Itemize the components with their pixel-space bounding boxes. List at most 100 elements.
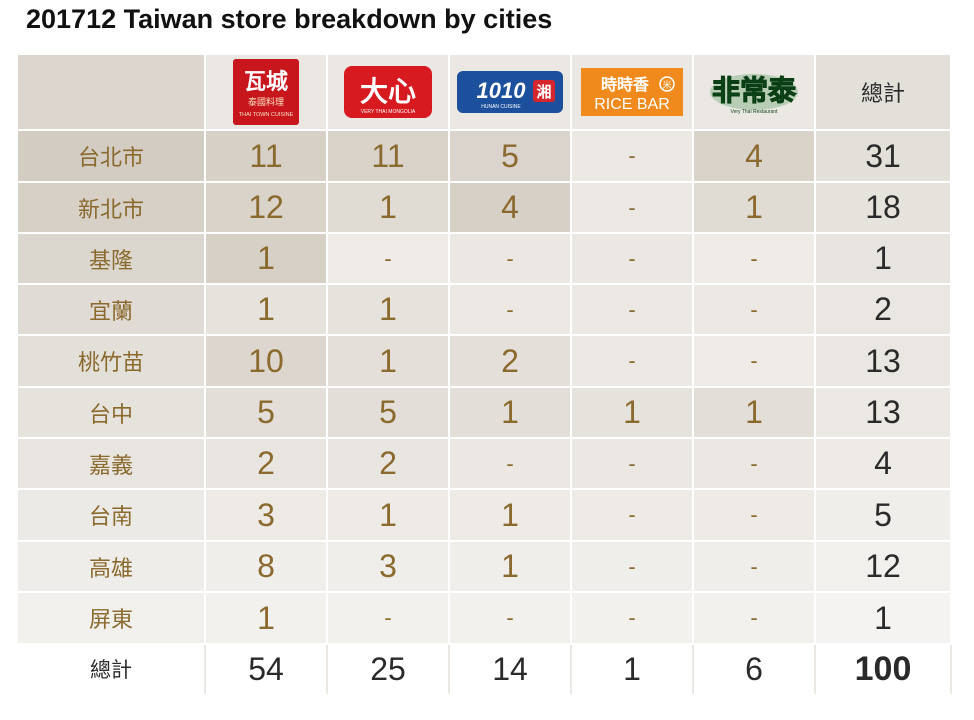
row-total: 1 (874, 240, 892, 277)
city-label: 基隆 (89, 243, 133, 275)
value-cell: 3 (206, 490, 328, 542)
value-cell: 11 (206, 131, 328, 183)
store-count: - (750, 605, 757, 631)
thai-town-cuisine-logo: 瓦城 泰國料理 THAI TOWN CUISINE (206, 55, 326, 129)
row-total: 31 (865, 138, 901, 175)
value-cell: 3 (328, 542, 450, 593)
value-cell: - (572, 490, 694, 542)
store-count: - (628, 502, 635, 528)
store-count: 1 (257, 600, 275, 637)
row-total-cell: 12 (816, 542, 952, 593)
value-cell: - (450, 439, 572, 490)
row-total: 2 (874, 291, 892, 328)
city-label: 桃竹苗 (78, 345, 144, 377)
column-total: 14 (492, 651, 528, 688)
brand-header-5: 非常泰 Very Thai Restaurant (694, 55, 816, 131)
value-cell: 1 (450, 490, 572, 542)
svg-text:大心: 大心 (360, 76, 416, 107)
store-count: 11 (371, 138, 404, 175)
value-cell: 4 (450, 183, 572, 234)
store-count: 12 (248, 189, 284, 226)
store-count: - (750, 502, 757, 528)
store-count: - (384, 605, 391, 631)
value-cell: 1 (206, 593, 328, 645)
value-cell: 1 (328, 336, 450, 388)
value-cell: - (450, 234, 572, 285)
city-cell: 台南 (18, 490, 206, 542)
city-cell: 宜蘭 (18, 285, 206, 336)
store-count: 1 (257, 240, 275, 277)
store-count: 10 (248, 343, 284, 380)
value-cell: - (694, 542, 816, 593)
svg-text:RICE BAR: RICE BAR (594, 96, 670, 113)
svg-text:非常泰: 非常泰 (712, 75, 797, 106)
value-cell: - (572, 542, 694, 593)
total-value-cell: 1 (572, 645, 694, 695)
value-cell: 1 (450, 542, 572, 593)
store-count: 2 (501, 343, 519, 380)
value-cell: 10 (206, 336, 328, 388)
city-cell: 台中 (18, 388, 206, 439)
store-count: 11 (249, 138, 282, 175)
1010-hunan-logo: 1010 湘 HUNAN CUISINE (450, 55, 570, 129)
row-total-cell: 4 (816, 439, 952, 490)
brand-header-2: 大心 VERY THAI MONGOLIA (328, 55, 450, 131)
value-cell: 1 (694, 388, 816, 439)
store-count: 8 (257, 548, 275, 585)
value-cell: - (328, 234, 450, 285)
store-count: - (628, 451, 635, 477)
row-total-cell: 31 (816, 131, 952, 183)
grand-total-cell: 100 (816, 645, 952, 695)
value-cell: 2 (450, 336, 572, 388)
store-count: 4 (501, 189, 519, 226)
store-count: 1 (501, 394, 519, 431)
city-label: 台北市 (78, 140, 144, 172)
row-total-cell: 1 (816, 234, 952, 285)
value-cell: 8 (206, 542, 328, 593)
store-count: - (506, 451, 513, 477)
value-cell: 1 (694, 183, 816, 234)
value-cell: 11 (328, 131, 450, 183)
value-cell: 1 (328, 285, 450, 336)
total-value-cell: 25 (328, 645, 450, 695)
store-count: 3 (257, 497, 275, 534)
city-label: 屏東 (89, 602, 133, 634)
store-count: - (628, 605, 635, 631)
svg-text:VERY THAI MONGOLIA: VERY THAI MONGOLIA (361, 109, 416, 115)
value-cell: - (450, 285, 572, 336)
store-count: - (750, 246, 757, 272)
row-total-cell: 13 (816, 388, 952, 439)
city-cell: 嘉義 (18, 439, 206, 490)
total-column-header: 總計 (816, 55, 952, 131)
page-title: 201712 Taiwan store breakdown by cities (26, 4, 552, 35)
value-cell: 1 (328, 183, 450, 234)
row-total: 5 (874, 497, 892, 534)
value-cell: - (328, 593, 450, 645)
city-label: 嘉義 (89, 448, 133, 480)
svg-text:THAI TOWN CUISINE: THAI TOWN CUISINE (239, 112, 294, 118)
row-total-cell: 5 (816, 490, 952, 542)
brand-header-4: 時時香 米 RICE BAR (572, 55, 694, 131)
store-count: 1 (745, 394, 763, 431)
row-total-cell: 1 (816, 593, 952, 645)
value-cell: - (694, 285, 816, 336)
city-label: 新北市 (78, 192, 144, 224)
store-count: - (750, 348, 757, 374)
store-breakdown-table: 瓦城 泰國料理 THAI TOWN CUISINE 大心 VERY THAI MONGO… (18, 55, 952, 695)
store-count: - (628, 297, 635, 323)
value-cell: - (572, 234, 694, 285)
row-total: 18 (865, 189, 901, 226)
city-label: 台南 (89, 499, 133, 531)
svg-text:時時香: 時時香 (601, 75, 650, 94)
value-cell: 5 (328, 388, 450, 439)
city-cell: 新北市 (18, 183, 206, 234)
value-cell: - (450, 593, 572, 645)
value-cell: - (694, 490, 816, 542)
row-total: 1 (874, 600, 892, 637)
total-row-label: 總計 (90, 654, 132, 684)
city-cell: 高雄 (18, 542, 206, 593)
svg-text:泰國料理: 泰國料理 (248, 96, 284, 107)
store-count: 1 (501, 497, 519, 534)
value-cell: - (694, 593, 816, 645)
value-cell: - (572, 593, 694, 645)
